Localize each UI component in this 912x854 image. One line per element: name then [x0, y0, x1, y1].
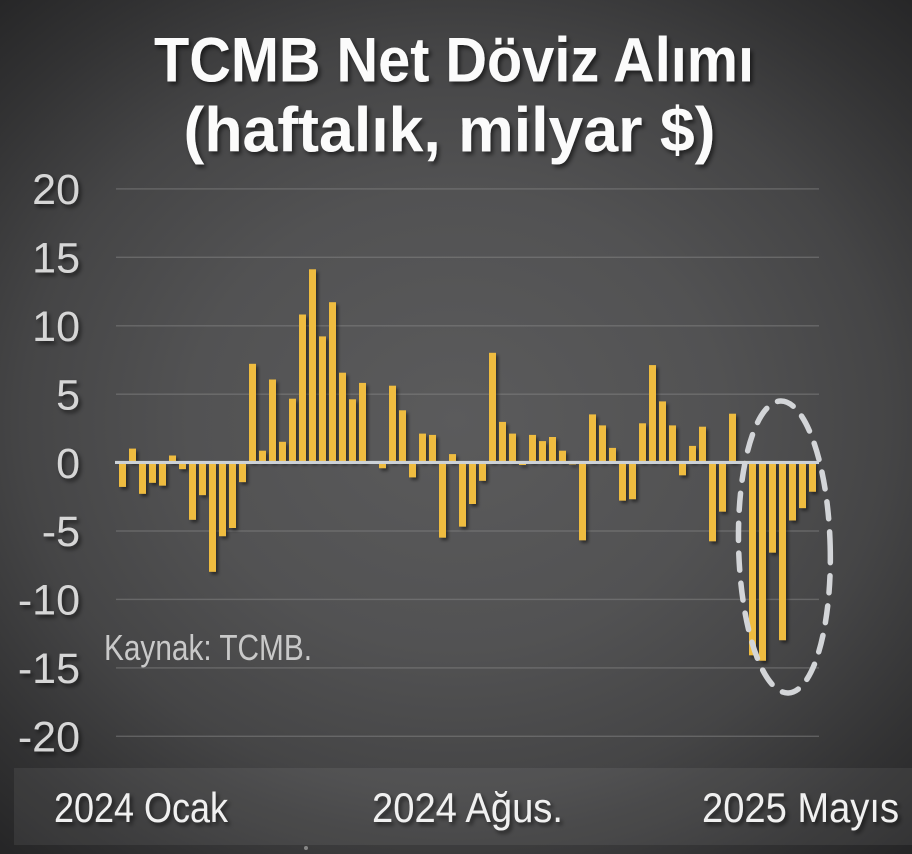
svg-text:TCMB Net Döviz Alımı: TCMB Net Döviz Alımı	[154, 26, 754, 96]
svg-text:-20: -20	[18, 714, 80, 762]
svg-text:-15: -15	[18, 645, 80, 693]
svg-text:-5: -5	[42, 508, 80, 556]
svg-text:-10: -10	[18, 577, 80, 625]
svg-text:Kaynak: TCMB.: Kaynak: TCMB.	[104, 627, 312, 668]
svg-text:20: 20	[32, 166, 80, 214]
svg-text:15: 15	[32, 235, 80, 283]
svg-text:(haftalık, milyar $): (haftalık, milyar $)	[184, 96, 716, 166]
svg-text:10: 10	[32, 303, 80, 351]
svg-text:0: 0	[56, 440, 80, 488]
svg-text:2025 Mayıs: 2025 Mayıs	[702, 784, 899, 831]
svg-text:2024 Ağus.: 2024 Ağus.	[372, 784, 563, 831]
svg-text:2024 Ocak: 2024 Ocak	[54, 784, 229, 831]
svg-text:5: 5	[56, 371, 80, 419]
